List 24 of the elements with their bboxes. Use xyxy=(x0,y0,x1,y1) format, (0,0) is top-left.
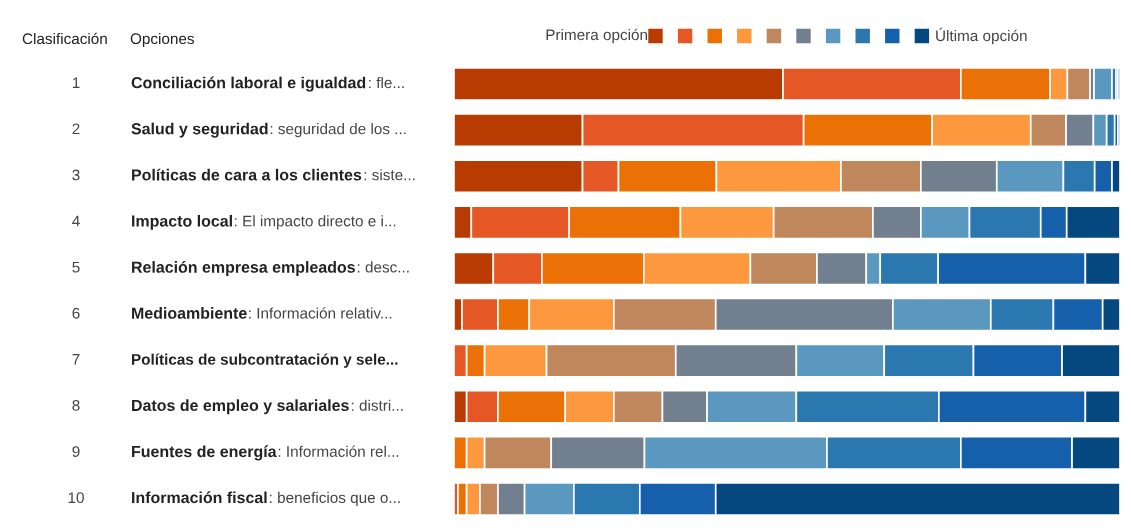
y-tick-label: Salud y seguridad: seguridad de los ... xyxy=(131,122,406,138)
y-tick-label: Fuentes de energía: Información rel... xyxy=(132,445,399,461)
text: 7 xyxy=(72,354,80,365)
y-tick-label: Conciliación laboral e igualdad: fle... xyxy=(131,76,404,92)
y-tick-label: Políticas de cara a los clientes: siste... xyxy=(132,168,415,181)
y-tick-label: Políticas de subcontratación y sele... xyxy=(132,353,398,368)
text: 1 xyxy=(72,77,80,88)
y-tick-label: Información fiscal: beneficios que o... xyxy=(132,491,400,507)
text: 4 xyxy=(72,215,80,227)
y-tick-label: Medioambiente: Información relativ... xyxy=(132,307,392,319)
text: 8 xyxy=(72,400,80,411)
text: Opciones xyxy=(130,32,194,48)
legend-label: Última opción xyxy=(936,27,1027,45)
y-tick-label: Impacto local: El impacto directo e i... xyxy=(132,214,396,230)
series-label: Primera opción xyxy=(546,28,648,44)
text: 2 xyxy=(72,123,80,135)
text: 5 xyxy=(72,261,80,273)
text: 10 xyxy=(68,492,84,504)
y-tick-label: Datos de empleo y salariales: distri... xyxy=(132,399,403,415)
text: 9 xyxy=(72,446,80,457)
text: 3 xyxy=(72,169,80,181)
y-tick-label: Relación empresa empleados: desc... xyxy=(132,260,409,276)
text: 6 xyxy=(72,307,80,319)
text: Clasificación xyxy=(22,32,107,45)
